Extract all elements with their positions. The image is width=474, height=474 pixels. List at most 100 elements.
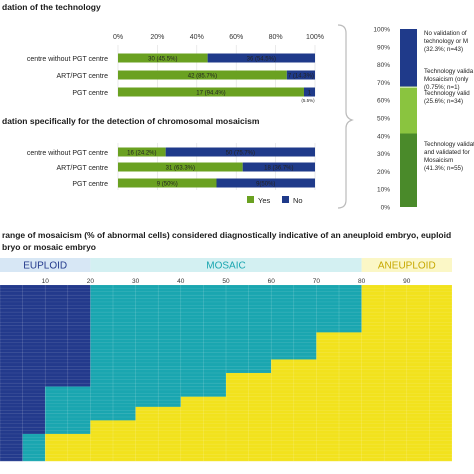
heatmap-cell-euploid <box>0 393 46 397</box>
panel2-data-label: 9(50%) <box>256 182 275 188</box>
heatmap-cell-euploid <box>0 454 23 458</box>
heatmap-cell-euploid <box>0 427 46 431</box>
panel1-bar-yes <box>118 87 304 97</box>
heatmap-cell-euploid <box>0 420 46 424</box>
panel2-bar-yes <box>118 147 166 157</box>
heatmap-cell-mosaic <box>90 366 272 370</box>
heatmap-xtick: 10 <box>42 278 50 285</box>
heatmap-cell-aneuploid <box>226 386 452 391</box>
heatmap-band-label: MOSAIC <box>206 261 245 272</box>
heatmap-cell-aneuploid <box>361 288 452 292</box>
heatmap-cell-euploid <box>0 308 91 313</box>
heatmap-cell-aneuploid <box>90 430 453 435</box>
heatmap-cell-euploid <box>0 295 91 299</box>
heatmap-cell-mosaic <box>90 332 317 336</box>
heatmap-cell-aneuploid <box>226 373 452 377</box>
panel1-xtick: 100% <box>306 34 324 41</box>
panel1-xtick: 40% <box>190 34 204 41</box>
heatmap-cell-euploid <box>0 373 91 377</box>
heatmap-cell-mosaic <box>90 349 317 353</box>
panel1-category-label: centre without PGT centre <box>27 56 108 63</box>
heatmap-cell-mosaic <box>90 373 227 377</box>
heatmap-cell-mosaic <box>90 352 317 357</box>
heatmap-cell-mosaic <box>45 410 136 414</box>
heatmap-xtick: 60 <box>268 278 276 285</box>
heatmap-cell-mosaic <box>90 298 362 303</box>
heatmap-cell-euploid <box>0 318 91 323</box>
panel2-data-label: 31 (63.3%) <box>166 166 195 172</box>
panel2-bar-no <box>165 147 315 157</box>
panel1-data-label: 1 <box>308 91 312 97</box>
panel3-segment-label: Mosaicism <box>424 157 453 164</box>
heatmap-cell-euploid <box>0 403 46 408</box>
panel4-title: bryo or mosaic embryo <box>2 242 96 252</box>
legend-swatch-yes <box>247 196 254 203</box>
heatmap-cell-aneuploid <box>316 339 452 343</box>
heatmap-cell-aneuploid <box>316 356 452 360</box>
panel1-bar-no <box>303 87 315 97</box>
heatmap-cell-euploid <box>0 359 91 364</box>
heatmap-cell-mosaic <box>90 325 362 330</box>
heatmap-cell-aneuploid <box>361 329 452 333</box>
panel2-data-label: 9 (50%) <box>157 182 178 188</box>
heatmap-cell-mosaic <box>45 406 136 411</box>
legend-label-no: No <box>293 196 303 205</box>
panel3-segment-label: Technology valid <box>424 90 470 97</box>
heatmap-cell-euploid <box>0 457 23 462</box>
panel1-bar-no <box>207 53 315 63</box>
heatmap-cell-aneuploid <box>361 312 452 316</box>
heatmap-cell-mosaic <box>45 427 91 431</box>
heatmap-cell-aneuploid <box>271 359 452 364</box>
heatmap-cell-euploid <box>0 366 91 370</box>
heatmap-cell-mosaic <box>90 345 317 350</box>
panel3-ytick: 80% <box>377 62 390 69</box>
heatmap-cell-mosaic <box>90 308 362 313</box>
panel3-segment-label: (25.6%; n=34) <box>424 98 463 105</box>
heatmap-cell-aneuploid <box>180 403 453 408</box>
panel1-data-label: 7 (14.3%) <box>288 74 314 80</box>
heatmap-cell-aneuploid <box>316 352 452 357</box>
panel3-ytick: 20% <box>377 169 390 176</box>
heatmap-cell-aneuploid <box>180 400 453 404</box>
heatmap-cell-aneuploid <box>361 285 452 289</box>
panel3-segment-label: Technology validated <box>424 141 474 148</box>
heatmap-cell-euploid <box>0 417 46 421</box>
panel3-segment <box>400 133 417 207</box>
heatmap-cell-aneuploid <box>361 318 452 323</box>
heatmap-cell-mosaic <box>90 285 362 289</box>
heatmap-cell-aneuploid <box>45 433 452 438</box>
panel1-annotation: (5.5%) <box>301 98 315 103</box>
heatmap-cell-mosaic <box>22 450 46 455</box>
panel1-xtick: 60% <box>229 34 243 41</box>
heatmap-cell-mosaic <box>90 295 362 299</box>
heatmap-cell-aneuploid <box>90 427 453 431</box>
heatmap-cell-euploid <box>0 383 91 387</box>
heatmap-cell-mosaic <box>45 430 91 435</box>
heatmap-cell-mosaic <box>90 288 362 292</box>
panel3-ytick: 60% <box>377 98 390 105</box>
panel1-category-label: ART/PGT centre <box>57 73 109 80</box>
heatmap-cell-mosaic <box>22 457 46 462</box>
heatmap-cell-mosaic <box>90 305 362 309</box>
heatmap-band-label: EUPLOID <box>23 261 67 272</box>
heatmap-cell-euploid <box>0 450 23 455</box>
legend-label-yes: Yes <box>258 196 270 205</box>
heatmap-cell-mosaic <box>22 433 46 438</box>
heatmap-cell-aneuploid <box>226 389 452 394</box>
heatmap-cell-mosaic <box>90 339 317 343</box>
heatmap-xtick: 30 <box>132 278 140 285</box>
heatmap-cell-mosaic <box>45 396 181 401</box>
heatmap-cell-aneuploid <box>90 420 453 424</box>
heatmap-cell-mosaic <box>45 420 91 424</box>
heatmap-cell-mosaic <box>90 329 362 333</box>
heatmap-cell-euploid <box>0 400 46 404</box>
heatmap-cell-euploid <box>0 406 46 411</box>
heatmap-cell-aneuploid <box>45 450 452 455</box>
heatmap-cell-euploid <box>0 423 46 428</box>
panel3-ytick: 10% <box>377 187 390 194</box>
heatmap-cell-aneuploid <box>180 396 453 401</box>
heatmap-cell-euploid <box>0 322 91 326</box>
heatmap-cell-euploid <box>0 315 91 320</box>
heatmap-cell-mosaic <box>90 379 227 384</box>
